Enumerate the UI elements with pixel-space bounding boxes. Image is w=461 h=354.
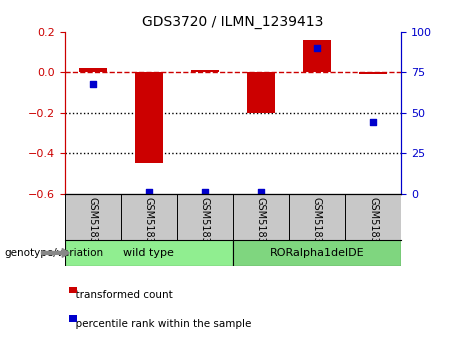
Title: GDS3720 / ILMN_1239413: GDS3720 / ILMN_1239413 xyxy=(142,16,324,29)
Text: GSM518351: GSM518351 xyxy=(88,197,98,257)
Point xyxy=(313,45,321,51)
Text: RORalpha1delDE: RORalpha1delDE xyxy=(270,248,364,258)
Point xyxy=(257,189,265,195)
Text: percentile rank within the sample: percentile rank within the sample xyxy=(69,319,252,329)
Text: GSM518352: GSM518352 xyxy=(144,197,154,257)
Point xyxy=(145,189,152,195)
Point xyxy=(369,120,377,125)
Bar xyxy=(247,72,275,113)
Point xyxy=(89,81,96,86)
Bar xyxy=(78,68,106,72)
Text: GSM518355: GSM518355 xyxy=(312,197,322,257)
Text: GSM518356: GSM518356 xyxy=(368,197,378,257)
Bar xyxy=(233,240,401,266)
Bar xyxy=(303,40,331,72)
Text: transformed count: transformed count xyxy=(69,290,173,300)
Text: GSM518354: GSM518354 xyxy=(256,197,266,257)
Bar xyxy=(65,240,233,266)
Text: GSM518353: GSM518353 xyxy=(200,197,210,257)
Bar xyxy=(135,72,163,163)
Bar xyxy=(191,70,219,72)
Text: wild type: wild type xyxy=(123,248,174,258)
Point xyxy=(201,189,208,195)
Bar xyxy=(359,72,387,74)
Text: genotype/variation: genotype/variation xyxy=(5,248,104,258)
